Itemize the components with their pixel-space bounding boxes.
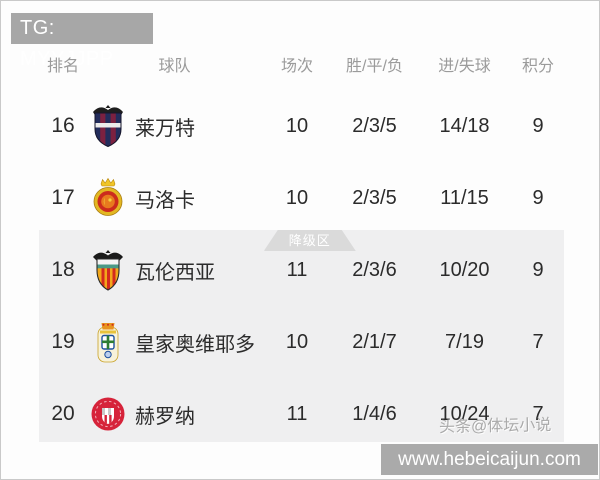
rank-cell: 17 — [51, 186, 75, 209]
points-cell: 9 — [532, 258, 544, 281]
goals-cell: 10/24 — [439, 402, 490, 425]
tg-watermark-text: TG: MYYJJPP — [20, 17, 114, 70]
wdl-cell: 2/3/5 — [352, 186, 397, 209]
levante-crest-icon — [93, 105, 123, 148]
played-cell: 10 — [285, 330, 309, 353]
team-name: 皇家奥维耶多 — [135, 333, 255, 356]
team-name: 马洛卡 — [135, 189, 195, 212]
header-team: 球队 — [158, 58, 191, 75]
rank-cell: 18 — [51, 258, 75, 281]
toutiao-watermark: 头条@体坛小说 — [438, 417, 552, 436]
table-row-levante[interactable]: 16 莱万特 10 2/3/5 14/18 9 — [39, 90, 564, 162]
header-played: 场次 — [280, 58, 313, 75]
table-header-row: 排名 球队 场次 胜/平/负 进/失球 积分 — [39, 49, 564, 79]
site-url-badge: www.hebeicaijun.com — [381, 444, 598, 475]
wdl-cell: 2/3/6 — [352, 258, 397, 281]
points-cell: 7 — [532, 402, 544, 425]
header-wdl: 胜/平/负 — [346, 58, 403, 75]
played-cell: 11 — [286, 258, 308, 281]
points-cell: 9 — [532, 114, 544, 137]
wdl-cell: 1/4/6 — [352, 402, 397, 425]
rank-cell: 20 — [51, 402, 75, 425]
goals-cell: 10/20 — [439, 258, 490, 281]
relegation-zone-panel: 降级区 — [39, 230, 564, 442]
played-cell: 11 — [286, 402, 308, 425]
site-url-text: www.hebeicaijun.com — [398, 449, 581, 470]
oviedo-crest-icon — [97, 323, 119, 363]
table-row-valencia[interactable]: 18 瓦伦西亚 11 — [39, 234, 564, 306]
wdl-cell: 2/1/7 — [352, 330, 397, 353]
points-cell: 7 — [532, 330, 544, 353]
header-rank: 排名 — [46, 58, 79, 75]
valencia-crest-icon — [93, 250, 123, 291]
header-points: 积分 — [521, 58, 554, 75]
goals-cell: 14/18 — [439, 114, 490, 137]
rank-cell: 16 — [51, 114, 75, 137]
header-goals: 进/失球 — [438, 58, 491, 75]
played-cell: 10 — [285, 186, 309, 209]
wdl-cell: 2/3/5 — [352, 114, 397, 137]
girona-crest-icon — [91, 397, 125, 431]
goals-cell: 7/19 — [445, 330, 484, 353]
goals-cell: 11/15 — [440, 186, 489, 209]
relegation-zone-badge: 降级区 — [263, 230, 356, 251]
table-row-mallorca[interactable]: 17 马洛卡 10 2/3/5 11/15 9 — [39, 162, 564, 234]
team-name: 瓦伦西亚 — [135, 261, 215, 284]
points-cell: 9 — [532, 186, 544, 209]
team-name: 赫罗纳 — [135, 405, 195, 428]
team-name: 莱万特 — [135, 117, 195, 140]
mallorca-crest-icon — [93, 177, 123, 216]
table-row-oviedo[interactable]: 19 皇家奥维耶多 10 2/1/7 7/19 7 — [39, 306, 564, 378]
table-row-girona[interactable]: 20 赫罗纳 11 1/4/6 — [39, 378, 564, 450]
relegation-zone-label: 降级区 — [288, 233, 331, 248]
played-cell: 10 — [285, 114, 309, 137]
tg-watermark-badge: TG: MYYJJPP — [11, 13, 153, 70]
rank-cell: 19 — [51, 330, 75, 353]
